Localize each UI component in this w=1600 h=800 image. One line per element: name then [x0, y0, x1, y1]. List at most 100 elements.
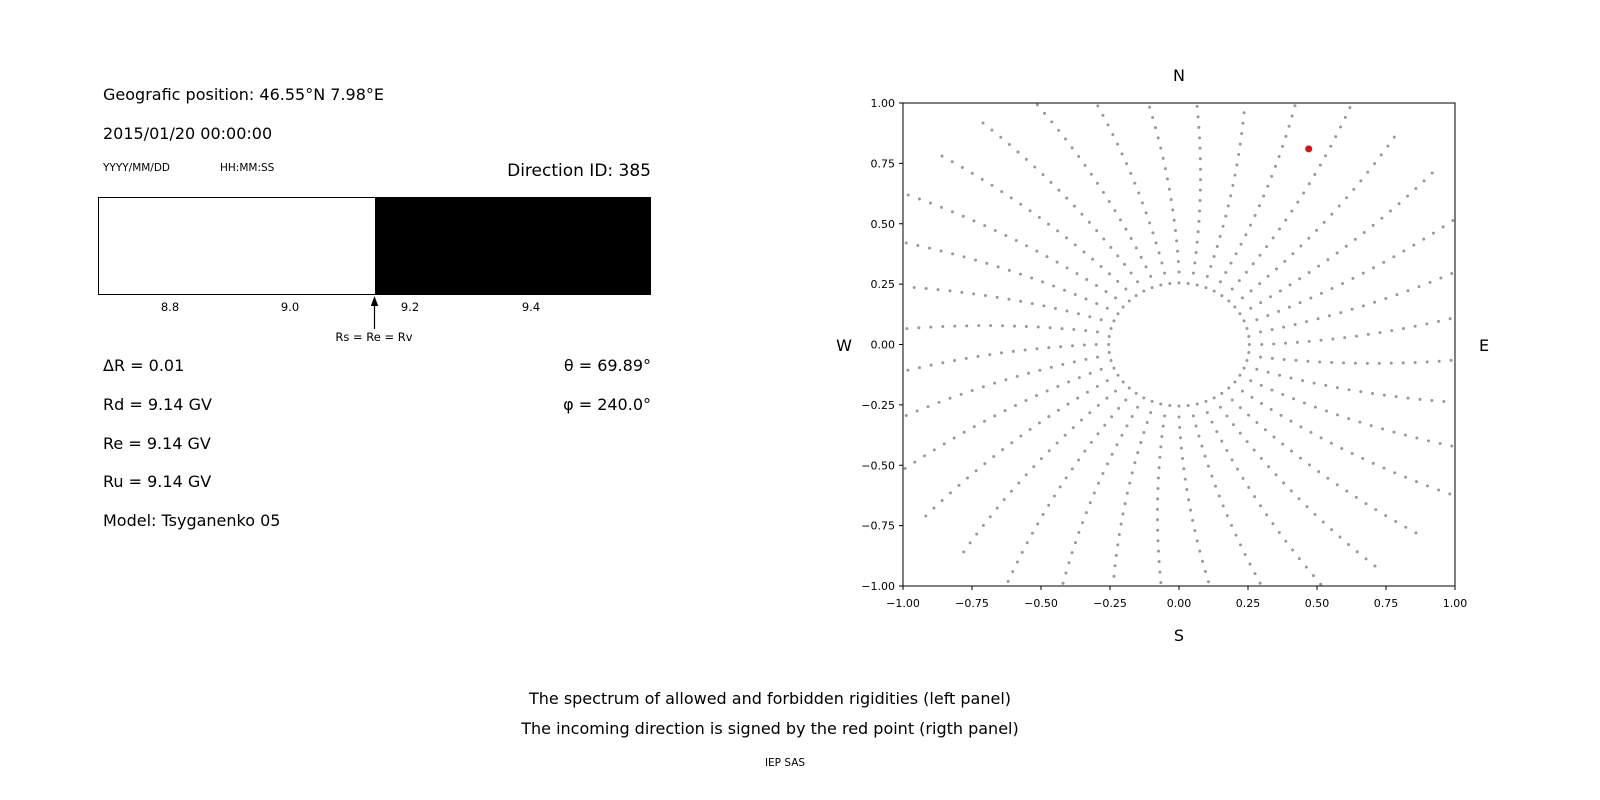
- x-tick-label: −0.75: [955, 597, 989, 610]
- scatter-dot: [1209, 264, 1213, 268]
- scatter-dot: [903, 466, 907, 470]
- scatter-dot: [1401, 361, 1405, 365]
- scatter-dot: [1307, 182, 1311, 186]
- scatter-dot: [1125, 424, 1129, 428]
- scatter-dot: [982, 419, 986, 423]
- scatter-dot: [1095, 384, 1099, 388]
- scatter-dot: [1102, 237, 1106, 241]
- scatter-dot: [1159, 402, 1163, 406]
- scatter-dot: [1259, 301, 1263, 305]
- scatter-dot: [1296, 200, 1300, 204]
- scatter-dot: [1392, 255, 1396, 259]
- spectrum-forbidden-segment: [374, 198, 650, 294]
- scatter-dot: [1019, 434, 1023, 438]
- scatter-dot: [1110, 452, 1114, 456]
- scatter-dot: [1112, 574, 1116, 578]
- scatter-dot: [1128, 481, 1132, 485]
- scatter-dot: [1055, 441, 1059, 445]
- scatter-dot: [1404, 475, 1408, 479]
- scatter-dot: [1088, 411, 1092, 415]
- scatter-dot: [1271, 236, 1275, 240]
- scatter-dot: [1085, 390, 1089, 394]
- scatter-dot: [1127, 299, 1131, 303]
- scatter-dot: [924, 287, 928, 291]
- scatter-dot: [1127, 386, 1131, 390]
- scatter-dot: [1116, 543, 1120, 547]
- scatter-dot: [1087, 220, 1091, 224]
- scatter-dot: [942, 442, 946, 446]
- scatter-dot: [1253, 572, 1257, 576]
- scatter-dot: [981, 385, 985, 389]
- scatter-dot: [965, 324, 969, 328]
- scatter-dot: [1056, 384, 1060, 388]
- scatter-dot: [1394, 520, 1398, 524]
- scatter-dot: [1371, 461, 1375, 465]
- scatter-dot: [1302, 191, 1306, 195]
- scatter-dot: [1018, 272, 1022, 276]
- x-tick-label: −0.25: [1093, 597, 1127, 610]
- scatter-dot: [1406, 289, 1410, 293]
- scatter-dot: [1402, 249, 1406, 253]
- scatter-dot: [1426, 439, 1430, 443]
- y-tick-label: −0.50: [861, 459, 895, 472]
- scatter-dot: [1365, 361, 1369, 365]
- scatter-dot: [995, 295, 999, 299]
- scatter-dot: [1172, 218, 1176, 222]
- scatter-dot: [1299, 244, 1303, 248]
- scatter-dot: [1101, 471, 1105, 475]
- scatter-dot: [1284, 341, 1288, 345]
- scatter-dot: [1431, 231, 1435, 235]
- scatter-dot: [1311, 574, 1315, 578]
- scatter-dot: [1060, 327, 1064, 331]
- spectrum-tick-label: 9.2: [400, 300, 420, 314]
- scatter-dot: [962, 430, 966, 434]
- scatter-dot: [1105, 396, 1109, 400]
- scatter-dot: [1347, 388, 1351, 392]
- scatter-dot: [1061, 581, 1065, 585]
- scatter-dot: [1062, 288, 1066, 292]
- scatter-dot: [1418, 397, 1422, 401]
- scatter-dot: [1248, 562, 1252, 566]
- scatter-dot: [1111, 133, 1115, 137]
- arrow-label: Rs = Re = Rv: [335, 330, 413, 344]
- scatter-dot: [1225, 514, 1229, 518]
- scatter-dot: [1306, 359, 1310, 363]
- scatter-dot: [1329, 441, 1333, 445]
- scatter-dot: [1342, 361, 1346, 365]
- scatter-dot: [1232, 423, 1236, 427]
- scatter-dot: [993, 228, 997, 232]
- scatter-dot: [1159, 283, 1163, 287]
- scatter-dot: [1242, 319, 1246, 323]
- scatter-dot: [953, 324, 957, 328]
- scatter-dot: [1278, 373, 1282, 377]
- scatter-dot: [970, 171, 974, 175]
- scatter-dot: [1274, 473, 1278, 477]
- scatter-dot: [1020, 550, 1024, 554]
- scatter-dot: [1091, 257, 1095, 261]
- scatter-dot: [1307, 463, 1311, 467]
- y-tick-label: 0.50: [871, 218, 896, 231]
- rigidity-spectrum: [98, 197, 651, 295]
- scatter-dot: [1205, 274, 1209, 278]
- scatter-dot: [1225, 449, 1229, 453]
- scatter-dot: [968, 541, 972, 545]
- scatter-dot: [1156, 497, 1160, 501]
- scatter-dot: [1335, 483, 1339, 487]
- scatter-dot: [1374, 508, 1378, 512]
- scatter-dot: [1047, 222, 1051, 226]
- scatter-dot: [1229, 261, 1233, 265]
- scatter-dot: [1124, 227, 1128, 231]
- scatter-dot: [1281, 392, 1285, 396]
- scatter-dot: [1279, 413, 1283, 417]
- scatter-dot: [1305, 505, 1309, 509]
- scatter-dot: [1227, 386, 1231, 390]
- scatter-dot: [1259, 456, 1263, 460]
- scatter-dot: [1072, 328, 1076, 332]
- scatter-dot: [1085, 278, 1089, 282]
- scatter-dot: [1105, 379, 1109, 383]
- scatter-dot: [1247, 413, 1251, 417]
- scatter-dot: [1015, 374, 1019, 378]
- scatter-dot: [1077, 155, 1081, 159]
- caption-credit: IEP SAS: [764, 757, 806, 769]
- scatter-dot: [1168, 404, 1172, 408]
